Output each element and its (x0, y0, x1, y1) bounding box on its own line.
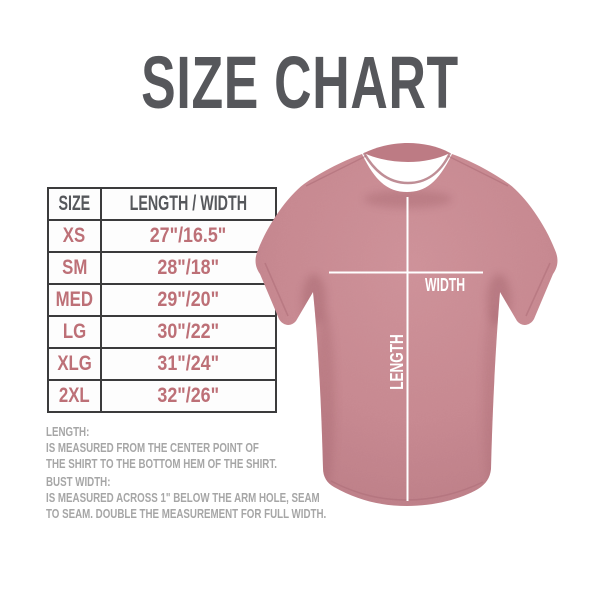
size-cell: XLG (57, 352, 92, 375)
bust-width-note: BUST WIDTH: IS MEASURED ACROSS 1" BELOW … (46, 474, 326, 522)
length-note-line: IS MEASURED FROM THE CENTER POINT OF (46, 440, 259, 455)
page-title: SIZE CHART (141, 41, 459, 124)
cuff-seam-right (525, 262, 551, 317)
tshirt-photo (240, 135, 570, 520)
measurement-cell: 28"/18" (157, 256, 220, 279)
collar-seam (362, 152, 452, 185)
length-note-heading: LENGTH: (46, 424, 90, 439)
table-row: XS 27"/16.5" (47, 219, 277, 253)
table-row: SM 28"/18" (47, 251, 277, 285)
bust-note-line: TO SEAM. DOUBLE THE MEASUREMENT FOR FULL… (46, 506, 327, 521)
bust-note-heading: BUST WIDTH: (46, 474, 111, 489)
length-note-line: THE SHIRT TO THE BOTTOM HEM OF THE SHIRT… (46, 456, 277, 471)
size-cell: XS (63, 224, 86, 247)
table-row: MED 29"/20" (47, 283, 277, 317)
table-row: XLG 31"/24" (47, 347, 277, 381)
header-size: SIZE (58, 192, 91, 215)
header-measurement: LENGTH / WIDTH (129, 192, 248, 215)
size-table: SIZE LENGTH / WIDTH XS 27"/16.5" SM 28"/… (47, 187, 277, 413)
shoulder-seam-left (305, 155, 367, 187)
back-collar (364, 143, 450, 162)
measurement-cell: 30"/22" (157, 320, 220, 343)
cuff-seam-left (264, 262, 289, 317)
table-row: LG 30"/22" (47, 315, 277, 349)
tshirt-shading (255, 154, 558, 506)
size-cell: SM (61, 256, 88, 279)
size-cell: 2XL (59, 384, 90, 407)
width-label: WIDTH (425, 275, 466, 295)
measurement-cell: 27"/16.5" (150, 224, 227, 247)
length-note: LENGTH: IS MEASURED FROM THE CENTER POIN… (46, 424, 277, 472)
table-header-row: SIZE LENGTH / WIDTH (47, 187, 277, 221)
shoulder-seam-right (447, 155, 509, 187)
table-row: 2XL 32"/26" (47, 379, 277, 413)
measurement-cell: 31"/24" (157, 352, 220, 375)
size-cell: MED (55, 288, 94, 311)
tshirt-graphic (255, 143, 558, 506)
bust-note-line: IS MEASURED ACROSS 1" BELOW THE ARM HOLE… (46, 490, 320, 505)
length-label: LENGTH (387, 334, 407, 390)
measurement-cell: 29"/20" (157, 288, 220, 311)
measurement-cell: 32"/26" (157, 384, 220, 407)
size-cell: LG (62, 320, 87, 343)
